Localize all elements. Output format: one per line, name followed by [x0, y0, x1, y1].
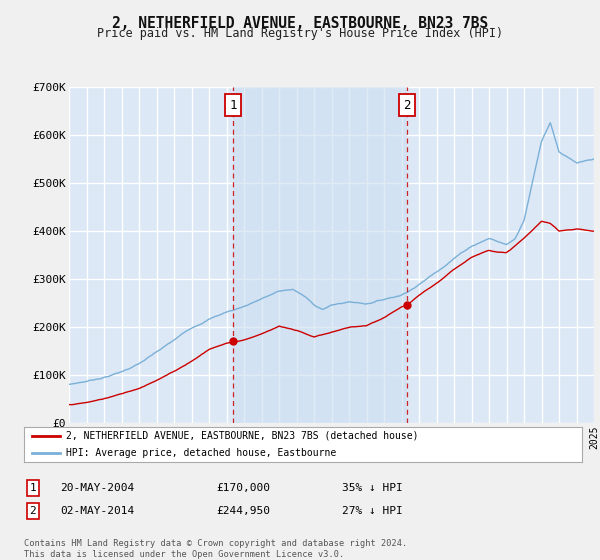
Text: 1: 1 [229, 99, 237, 112]
Bar [233, 87, 407, 423]
Text: 20-MAY-2004: 20-MAY-2004 [60, 483, 134, 493]
Text: 2: 2 [404, 99, 411, 112]
Text: £170,000: £170,000 [216, 483, 270, 493]
Text: 2, NETHERFIELD AVENUE, EASTBOURNE, BN23 7BS: 2, NETHERFIELD AVENUE, EASTBOURNE, BN23 … [112, 16, 488, 31]
Text: 2, NETHERFIELD AVENUE, EASTBOURNE, BN23 7BS (detached house): 2, NETHERFIELD AVENUE, EASTBOURNE, BN23 … [66, 431, 418, 441]
Text: £244,950: £244,950 [216, 506, 270, 516]
Text: 27% ↓ HPI: 27% ↓ HPI [342, 506, 403, 516]
Text: 35% ↓ HPI: 35% ↓ HPI [342, 483, 403, 493]
Text: Contains HM Land Registry data © Crown copyright and database right 2024.
This d: Contains HM Land Registry data © Crown c… [24, 539, 407, 559]
Text: 2: 2 [29, 506, 37, 516]
Text: 1: 1 [29, 483, 37, 493]
Text: HPI: Average price, detached house, Eastbourne: HPI: Average price, detached house, East… [66, 449, 336, 458]
Text: 02-MAY-2014: 02-MAY-2014 [60, 506, 134, 516]
Text: Price paid vs. HM Land Registry's House Price Index (HPI): Price paid vs. HM Land Registry's House … [97, 27, 503, 40]
